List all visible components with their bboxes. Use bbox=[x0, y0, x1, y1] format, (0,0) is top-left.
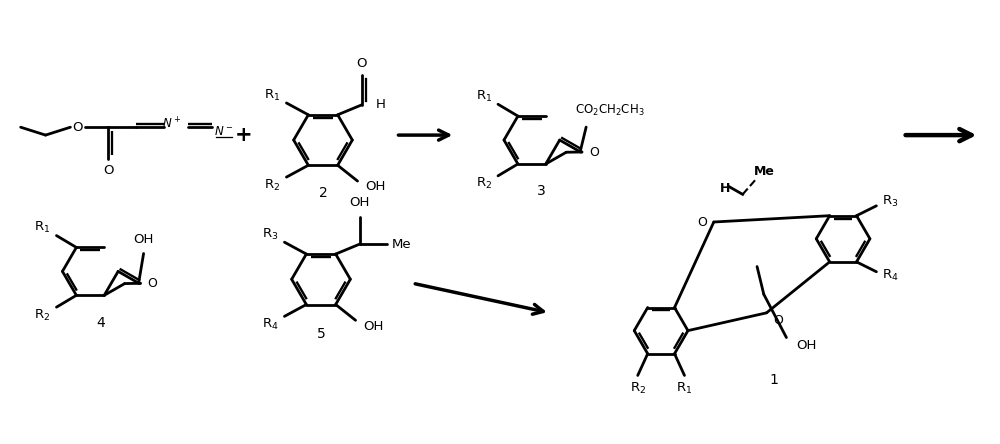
Text: OH: OH bbox=[365, 181, 386, 194]
Text: R$_1$: R$_1$ bbox=[476, 89, 492, 104]
Text: R$_2$: R$_2$ bbox=[476, 176, 492, 191]
Text: O: O bbox=[147, 277, 157, 290]
Text: R$_2$: R$_2$ bbox=[34, 308, 51, 323]
Text: R$_4$: R$_4$ bbox=[882, 268, 899, 283]
Text: OH: OH bbox=[363, 320, 384, 333]
Text: O: O bbox=[356, 57, 367, 70]
Text: 1: 1 bbox=[769, 373, 778, 387]
Text: R$_4$: R$_4$ bbox=[262, 317, 279, 332]
Text: OH: OH bbox=[796, 339, 816, 352]
Text: 5: 5 bbox=[317, 327, 325, 341]
Text: 2: 2 bbox=[319, 186, 327, 200]
Text: O: O bbox=[103, 164, 113, 177]
Text: O: O bbox=[697, 215, 707, 229]
Text: R$_2$: R$_2$ bbox=[264, 178, 281, 193]
Text: O: O bbox=[589, 146, 599, 159]
Text: R$_2$: R$_2$ bbox=[630, 381, 646, 396]
Text: R$_1$: R$_1$ bbox=[34, 220, 51, 235]
Text: R$_3$: R$_3$ bbox=[882, 194, 899, 210]
Text: R$_3$: R$_3$ bbox=[262, 227, 279, 242]
Text: +: + bbox=[235, 125, 252, 145]
Text: R$_1$: R$_1$ bbox=[264, 87, 281, 103]
Text: OH: OH bbox=[349, 196, 370, 209]
Text: 3: 3 bbox=[537, 184, 546, 198]
Text: $N^+$: $N^+$ bbox=[162, 117, 181, 132]
Text: 4: 4 bbox=[96, 316, 105, 330]
Text: Me: Me bbox=[391, 238, 411, 251]
Text: O: O bbox=[72, 121, 83, 134]
Text: R$_1$: R$_1$ bbox=[676, 381, 693, 396]
Text: CO$_2$CH$_2$CH$_3$: CO$_2$CH$_2$CH$_3$ bbox=[575, 103, 645, 118]
Text: H: H bbox=[720, 182, 730, 195]
Text: H: H bbox=[375, 99, 385, 111]
Text: O: O bbox=[774, 314, 783, 327]
Text: OH: OH bbox=[133, 233, 154, 246]
Text: Me: Me bbox=[754, 165, 775, 178]
Text: $N^-$: $N^-$ bbox=[214, 125, 233, 138]
